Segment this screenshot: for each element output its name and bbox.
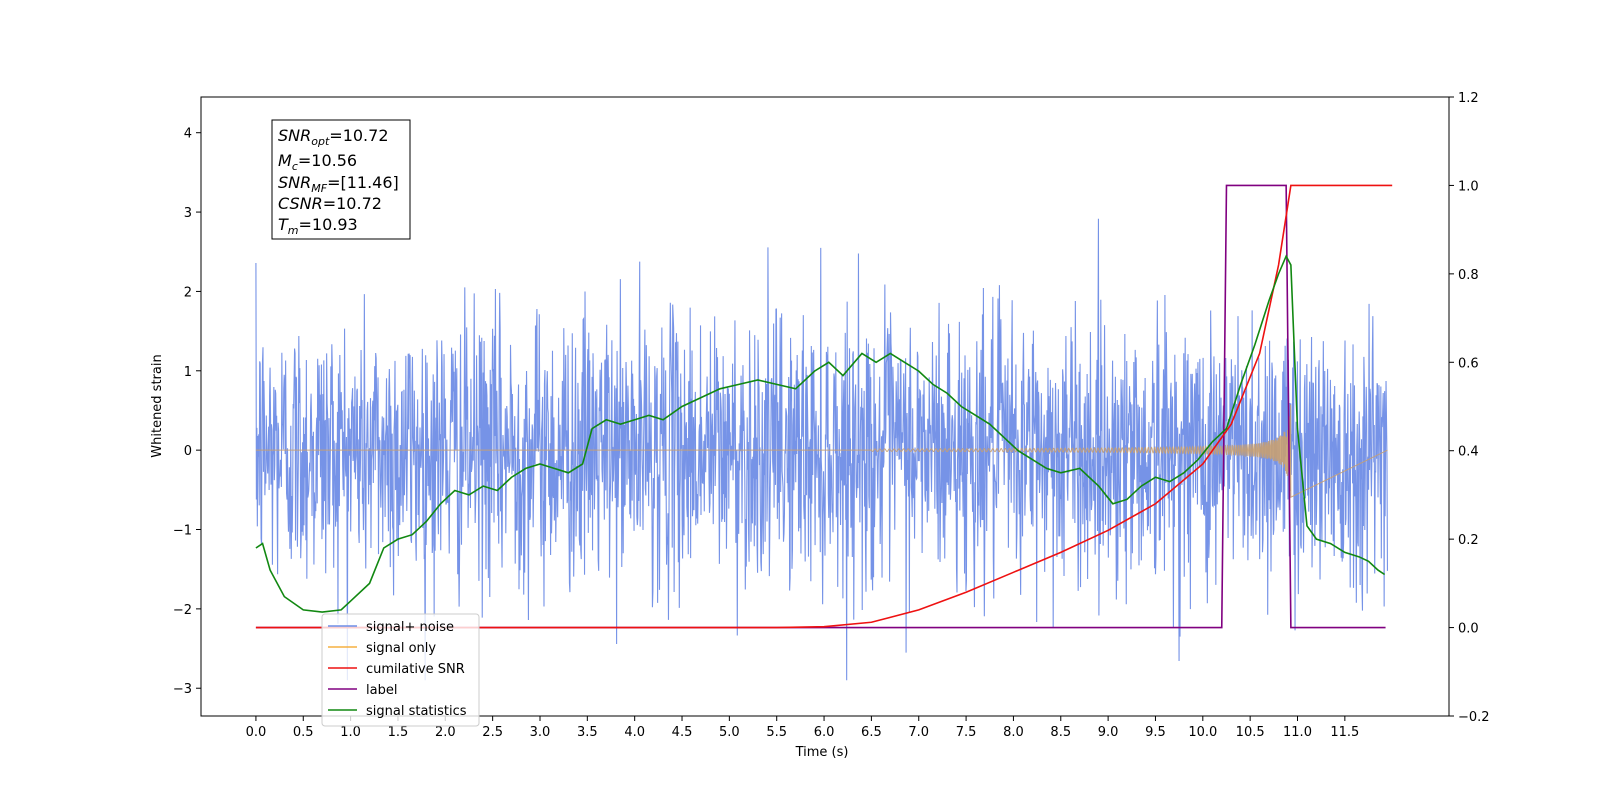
- label-line: [255, 184, 1386, 629]
- info-line: SNRMF=[11.46]: [278, 173, 399, 195]
- signal-statistics-line: [255, 254, 1386, 613]
- signal-only-line: [255, 404, 1388, 498]
- y-axis-left: 4 3 2 1 0 −1 −2 −3: [173, 127, 201, 697]
- y-left-tick-label: 1: [184, 365, 192, 380]
- y-right-tick-label: 1.2: [1458, 91, 1479, 106]
- x-tick-label: 6.5: [861, 725, 882, 740]
- y-right-tick-label: 0.0: [1458, 622, 1479, 637]
- info-symbol: CSNR: [278, 194, 323, 213]
- x-tick-label: 0.0: [246, 725, 267, 740]
- y-right-tick-label: 0.4: [1458, 445, 1479, 460]
- x-tick-label: 9.5: [1145, 725, 1166, 740]
- x-tick-label: 6.0: [814, 725, 835, 740]
- info-line: Mc=10.56: [278, 151, 357, 173]
- y-left-tick-label: 3: [184, 206, 192, 221]
- x-tick-label: 3.5: [577, 725, 598, 740]
- x-axis: 0.0 0.5 1.0 1.5 2.0 2.5 3.0 3.5 4.0 4.5 5.0 5.5 6.0 6…: [246, 716, 1359, 740]
- info-subscript: MF: [311, 182, 327, 195]
- info-box: SNRopt=10.72Mc=10.56SNRMF=[11.46]CSNR=10…: [271, 119, 411, 240]
- info-symbol: SNR: [278, 126, 311, 145]
- legend-frame: [321, 613, 480, 727]
- legend-label: cumilative SNR: [366, 662, 465, 677]
- x-tick-label: 5.5: [766, 725, 787, 740]
- y-left-tick-label: −2: [173, 603, 192, 618]
- legend-label: signal statistics: [366, 704, 467, 719]
- info-value: =10.72: [323, 194, 382, 213]
- x-tick-label: 0.5: [293, 725, 314, 740]
- series-lines: [255, 184, 1393, 629]
- y-right-tick-label: 0.6: [1458, 356, 1479, 371]
- y-left-tick-label: 2: [184, 285, 192, 300]
- y-right-tick-label: 0.8: [1458, 268, 1479, 283]
- info-value: =10.56: [298, 151, 357, 170]
- info-value: =10.93: [299, 215, 358, 234]
- info-symbol: M: [278, 151, 292, 170]
- x-tick-label: 10.5: [1236, 725, 1265, 740]
- info-subscript: c: [292, 160, 298, 173]
- info-line: SNRopt=10.72: [278, 126, 389, 148]
- x-tick-label: 1.0: [340, 725, 361, 740]
- legend-label: signal+ noise: [366, 620, 454, 635]
- x-tick-label: 9.0: [1098, 725, 1119, 740]
- x-tick-label: 10.0: [1188, 725, 1217, 740]
- cumulative-snr-line: [255, 184, 1393, 629]
- x-tick-label: 5.0: [719, 725, 740, 740]
- x-tick-label: 11.5: [1330, 725, 1359, 740]
- y-left-tick-label: 4: [184, 127, 192, 142]
- y-left-tick-label: 0: [184, 444, 192, 459]
- legend-label: signal only: [366, 641, 436, 656]
- info-line: CSNR=10.72: [278, 194, 382, 213]
- x-tick-label: 7.5: [956, 725, 977, 740]
- y-axis-label: Whitened strain: [150, 354, 165, 457]
- info-value: =10.72: [329, 126, 388, 145]
- legend: signal+ noise signal only cumilative SNR la…: [321, 613, 480, 727]
- plot-frame: [200, 96, 1450, 717]
- signal-plus-noise-line: [255, 218, 1388, 681]
- y-left-tick-label: −3: [173, 682, 192, 697]
- x-tick-label: 11.0: [1283, 725, 1312, 740]
- series-signal-only: [255, 404, 1388, 498]
- x-tick-label: 1.5: [388, 725, 409, 740]
- info-symbol: SNR: [278, 173, 311, 192]
- info-subscript: opt: [311, 135, 330, 148]
- x-tick-label: 3.0: [530, 725, 551, 740]
- legend-label: label: [366, 683, 397, 698]
- info-symbol: T: [278, 215, 289, 234]
- info-value: =[11.46]: [327, 173, 399, 192]
- info-subscript: m: [288, 224, 299, 237]
- x-tick-label: 8.5: [1050, 725, 1071, 740]
- info-line: Tm=10.93: [278, 215, 358, 237]
- x-tick-label: 8.0: [1003, 725, 1024, 740]
- y-right-tick-label: 1.0: [1458, 179, 1479, 194]
- x-tick-label: 2.5: [482, 725, 503, 740]
- y-axis-right: 1.2 1.0 0.8 0.6 0.4 0.2 0.0 −0.2: [1449, 91, 1490, 725]
- x-tick-label: 4.5: [672, 725, 693, 740]
- x-tick-label: 4.0: [624, 725, 645, 740]
- y-right-tick-label: 0.2: [1458, 533, 1479, 548]
- info-box-frame: [271, 119, 411, 240]
- y-right-tick-label: −0.2: [1458, 710, 1490, 725]
- y-left-tick-label: −1: [173, 524, 192, 539]
- x-tick-label: 7.0: [908, 725, 929, 740]
- series-signal-plus-noise: [255, 218, 1388, 681]
- x-tick-label: 2.0: [435, 725, 456, 740]
- x-axis-label: Time (s): [795, 745, 849, 760]
